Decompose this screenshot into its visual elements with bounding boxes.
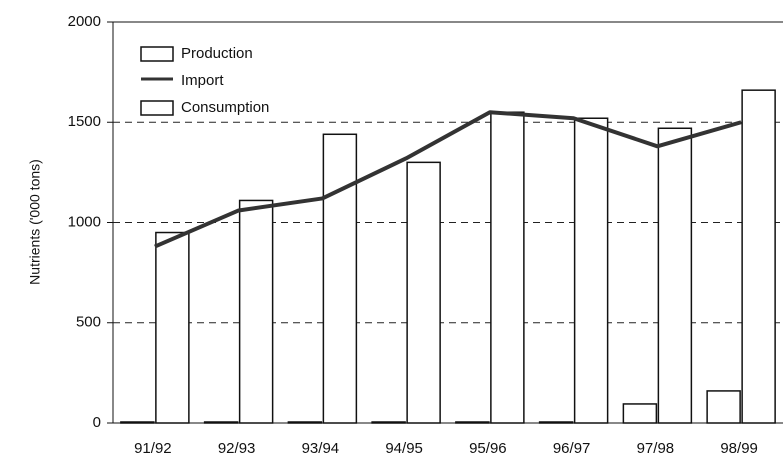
legend-label: Production [181,45,253,62]
x-tick-label: 95/96 [469,440,507,457]
bar [406,161,441,424]
x-tick-label: 98/99 [720,440,758,457]
x-tick-label: 92/93 [218,440,256,457]
bar [538,421,574,424]
bar [120,421,155,424]
bar [657,127,693,424]
legend-swatch [140,100,174,116]
import-line [154,110,742,249]
x-tick-label: 93/94 [302,440,340,457]
y-tick-label: 1500 [68,113,101,130]
bar [706,390,741,424]
x-tick-label: 96/97 [553,440,591,457]
y-tick-label: 500 [76,314,101,331]
y-tick-label: 1000 [68,213,101,230]
legend-label: Consumption [181,99,269,116]
bar [622,403,658,424]
x-tick-label: 94/95 [385,440,423,457]
bar [490,111,525,424]
bar [322,133,358,424]
legend-label: Import [181,72,224,89]
y-tick-label: 2000 [68,13,101,30]
bar [455,421,490,424]
bar [371,421,406,424]
bar [741,89,776,424]
y-tick-label: 0 [93,414,101,431]
x-tick-label: 91/92 [134,440,172,457]
bar [203,421,239,424]
bar [155,231,190,424]
bar [573,117,609,424]
bar [287,421,323,424]
legend-swatch [140,46,174,62]
x-tick-label: 97/98 [637,440,675,457]
bar [238,199,274,424]
y-axis-label: Nutrients ('000 tons) [27,159,43,285]
